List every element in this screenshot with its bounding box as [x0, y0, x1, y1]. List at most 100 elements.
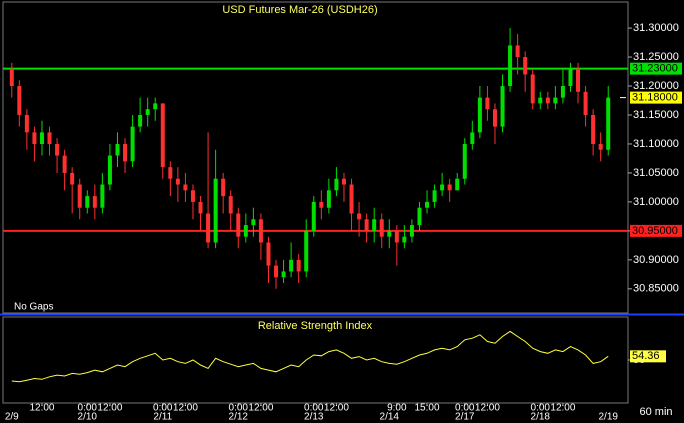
- candle-body: [515, 45, 520, 58]
- x-tick-label: 12:00: [173, 403, 198, 414]
- x-tick-label: 0:00: [153, 403, 173, 414]
- candle-body: [606, 97, 611, 150]
- candle-body: [379, 219, 384, 237]
- candle-body: [440, 184, 445, 191]
- chart-title: USD Futures Mar-26 (USDH26): [222, 4, 377, 16]
- candle-body: [258, 219, 263, 243]
- candle-body: [432, 190, 437, 202]
- x-date-label: 2/9: [5, 412, 19, 423]
- x-tick-label: 15:00: [415, 403, 440, 414]
- interval-label: 60 min: [639, 406, 672, 418]
- candle-body: [568, 68, 573, 87]
- candle-body: [213, 178, 218, 243]
- rsi-title: Relative Strength Index: [258, 320, 373, 332]
- candle-body: [523, 57, 528, 75]
- candle-body: [326, 190, 331, 208]
- candle-body: [85, 196, 90, 208]
- y-tick-label: 31.25000: [633, 51, 679, 63]
- x-date-label: 2/18: [531, 412, 551, 423]
- rsi-last-label: 54.36: [632, 350, 660, 362]
- candle-body: [123, 143, 128, 162]
- x-date-label: 2/17: [455, 412, 475, 423]
- candle-body: [500, 86, 505, 127]
- candle-body: [394, 230, 399, 243]
- candle-body: [334, 178, 339, 191]
- candle-body: [425, 201, 430, 208]
- candle-body: [24, 114, 29, 133]
- level-label-box: [630, 62, 682, 75]
- candle-body: [39, 132, 44, 144]
- x-date-label: 2/19: [598, 412, 618, 423]
- candle-body: [115, 143, 120, 156]
- candle-body: [553, 97, 558, 104]
- price-panel-frame: [2, 1, 629, 314]
- candle-body: [455, 178, 460, 191]
- candle-body: [17, 86, 22, 115]
- candle-body: [417, 207, 422, 226]
- candle-body: [281, 271, 286, 278]
- candle-body: [349, 184, 354, 214]
- candle-body: [236, 213, 241, 237]
- x-date-label: 2/12: [229, 412, 249, 423]
- candle-body: [62, 155, 67, 173]
- candle-body: [304, 230, 309, 272]
- y-tick-label: 31.05000: [633, 167, 679, 179]
- candle-body: [341, 178, 346, 185]
- note: No Gaps: [14, 302, 53, 313]
- x-date-label: 2/11: [153, 412, 172, 423]
- candle-body: [462, 143, 467, 179]
- candle-body: [560, 86, 565, 98]
- candle-body: [243, 225, 248, 237]
- candle-body: [160, 103, 165, 168]
- candle-body: [598, 143, 603, 150]
- candle-body: [447, 184, 452, 191]
- x-tick-label: 12:00: [97, 403, 122, 414]
- x-tick-label: 12:00: [475, 403, 500, 414]
- y-tick-label: 31.20000: [633, 80, 679, 92]
- candle-body: [387, 230, 392, 237]
- candle-body: [470, 132, 475, 144]
- candle-body: [583, 91, 588, 115]
- candle-body: [221, 178, 226, 197]
- candle-body: [138, 114, 143, 127]
- x-tick-label: 0:00: [304, 403, 324, 414]
- candle-body: [70, 172, 75, 185]
- x-date-label: 2/14: [380, 412, 400, 423]
- candle-body: [538, 97, 543, 104]
- candle-body: [545, 97, 550, 104]
- candle-body: [175, 178, 180, 185]
- x-tick-label: 12:00: [324, 403, 349, 414]
- candle-body: [47, 132, 52, 144]
- candle-body: [266, 242, 271, 266]
- candle-body: [228, 196, 233, 214]
- rsi-last-box: [630, 350, 666, 363]
- x-date-label: 2/10: [78, 412, 98, 423]
- candle-body: [364, 219, 369, 231]
- y-tick-label: 31.10000: [633, 138, 679, 150]
- candle-body: [107, 155, 112, 185]
- rsi-line: [11, 330, 609, 383]
- candle-body: [576, 68, 581, 92]
- candle-body: [311, 201, 316, 231]
- candle-body: [9, 68, 14, 87]
- candle-body: [508, 45, 513, 87]
- candle-body: [485, 97, 490, 110]
- candle-body: [402, 236, 407, 243]
- candle-body: [153, 103, 158, 110]
- candle-body: [319, 201, 324, 208]
- x-tick-label: 12:00: [550, 403, 575, 414]
- x-tick-label: 0:00: [455, 403, 475, 414]
- candle-body: [274, 265, 279, 278]
- candle-body: [100, 184, 105, 208]
- x-tick-label: 12:00: [29, 403, 54, 414]
- level-label-box: [630, 224, 682, 237]
- candle-body: [55, 143, 60, 156]
- candle-body: [190, 190, 195, 202]
- candle-body: [409, 225, 414, 237]
- candle-body: [198, 201, 203, 214]
- x-date-label: 2/13: [304, 412, 324, 423]
- last-price-box: [630, 91, 682, 104]
- candle-body: [492, 109, 497, 127]
- candle-body: [372, 219, 377, 231]
